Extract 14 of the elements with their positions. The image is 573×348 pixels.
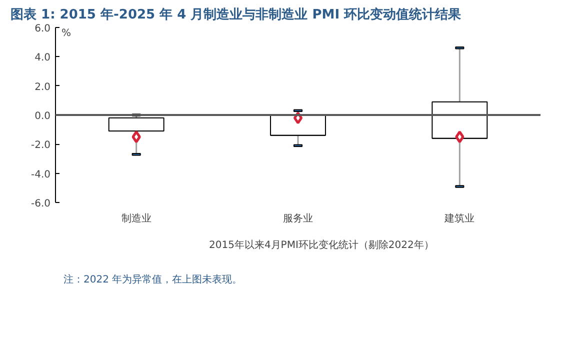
y-tick-label: 6.0 [34, 24, 51, 34]
y-tick-label: 0.0 [34, 111, 51, 122]
y-tick-label: -2.0 [30, 140, 51, 152]
x-tick-label: 制造业 [121, 212, 152, 224]
y-tick-label: -6.0 [30, 198, 51, 210]
chart-title: 图表 1: 2015 年-2025 年 4 月制造业与非制造业 PMI 环比变动值统计结果 [10, 6, 462, 22]
y-axis-title: % [62, 28, 72, 39]
y-tick-label: -4.0 [30, 169, 51, 180]
x-tick-label: 服务业 [283, 212, 313, 224]
y-tick-label: 4.0 [34, 52, 51, 64]
text: 注：2022 年为异常值，在上图未表现。 [64, 274, 242, 286]
text: 2015年以来4月PMI环比变化统计（剔除2022年） [209, 238, 434, 252]
y-tick-label: 2.0 [34, 82, 51, 93]
x-tick-label: 建筑业 [444, 212, 475, 224]
